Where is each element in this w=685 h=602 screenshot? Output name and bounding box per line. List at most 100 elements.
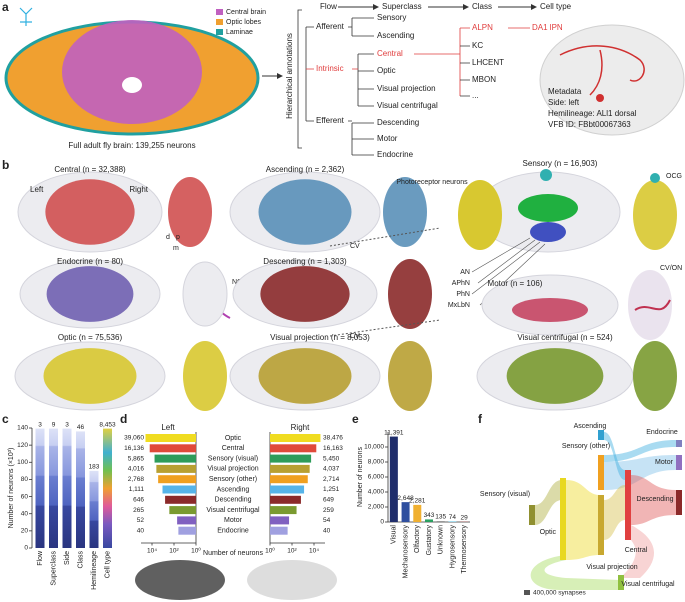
category-label: Sensory (visual): [208, 455, 258, 462]
central-neurons: [45, 179, 135, 245]
neuron: [559, 45, 645, 96]
superclass-label: Endocrine: [377, 150, 414, 159]
value-label: 649: [323, 497, 334, 504]
visual-centrifugal-side: [633, 341, 677, 411]
value-label: 2,648: [397, 495, 414, 502]
y-tick-label: 100: [17, 459, 28, 466]
bar: [76, 431, 85, 548]
visual-centrifugal-neurons: [506, 348, 604, 404]
node-label: Motor: [655, 459, 674, 466]
visual-projection-neurons: [258, 348, 352, 404]
flow-label: Intrinsic: [316, 64, 344, 73]
side-label: Right: [129, 185, 148, 194]
count-label: 3: [65, 421, 69, 428]
x-tick-label: 10⁴: [147, 548, 157, 555]
category-label: Descending: [215, 497, 252, 504]
central-side: [168, 177, 212, 247]
scale-label: 400,000 synapses: [533, 590, 587, 597]
photoreceptors: [458, 180, 502, 250]
panel-letter: c: [2, 412, 9, 426]
legend-label: Laminae: [226, 29, 253, 36]
metadata-line: Hemilineage: ALl1 dorsal: [548, 109, 637, 118]
sankey-node: [676, 440, 682, 447]
bar: [270, 434, 321, 442]
x-tick-label: Thermosensory: [461, 525, 468, 574]
sensory-side: [633, 180, 677, 250]
class-label: KC: [472, 41, 483, 50]
bar: [425, 519, 433, 522]
axis-label: p: [176, 234, 180, 241]
fly-icon: [19, 7, 33, 26]
metadata-line: Side: left: [548, 98, 580, 107]
value-label: 39,060: [124, 435, 144, 442]
node-label: Visual projection: [586, 564, 637, 571]
node-label: Endocrine: [646, 429, 678, 436]
x-tick-label: Hemilineage: [91, 551, 98, 590]
value-label: 5,865: [128, 455, 145, 462]
bar: [270, 454, 312, 463]
value-label: 2,714: [323, 476, 340, 483]
flow: [604, 455, 676, 490]
x-tick-label: Side: [64, 551, 71, 565]
class-label: LHCENT: [472, 58, 504, 67]
node-label: Ascending: [574, 423, 607, 430]
bar: [35, 428, 45, 548]
scale-swatch: [524, 590, 530, 595]
value-label: 74: [449, 514, 457, 521]
y-tick-label: 0: [24, 545, 28, 552]
sankey-node: [598, 430, 604, 440]
superclass-label: Optic: [377, 66, 396, 75]
ascending-neurons: [258, 179, 352, 245]
node-label: Optic: [540, 529, 557, 536]
node-label: Visual centrifugal: [621, 581, 675, 588]
neuron-group-title: Endocrine (n = 80): [57, 257, 123, 266]
panel-letter: a: [2, 0, 9, 14]
sankey-node: [676, 490, 682, 515]
bar: [145, 434, 196, 442]
y-axis-label: Number of neurons: [357, 447, 364, 507]
x-tick-label: 10²: [169, 548, 179, 555]
x-axis-label: Number of neurons: [203, 550, 263, 557]
sankey-node: [560, 478, 566, 560]
x-tick-label: 10²: [287, 548, 297, 555]
class-label: ...: [472, 91, 479, 100]
value-label: 1,111: [129, 486, 145, 493]
bar: [413, 504, 422, 522]
bar: [62, 428, 72, 548]
value-label: 646: [133, 497, 144, 504]
flow: [620, 525, 655, 578]
tree-lines: [460, 45, 470, 97]
count-label: 8,453: [99, 421, 116, 428]
value-label: 29: [461, 515, 469, 522]
bar: [270, 444, 317, 453]
value-label: 11,391: [384, 429, 404, 436]
cell-type-label: DA1 lPN: [532, 23, 563, 32]
neuron-group-title: Optic (n = 75,536): [58, 333, 123, 342]
bar: [389, 436, 398, 522]
x-tick-label: Class: [77, 551, 84, 569]
sankey-node: [598, 455, 604, 490]
x-tick-label: Unknown: [438, 525, 445, 554]
flow-label: Efferent: [316, 116, 345, 125]
y-tick-label: 4,000: [368, 489, 385, 496]
brain-grey: [539, 24, 685, 136]
value-label: 343: [424, 512, 435, 519]
y-tick-label: 20: [21, 528, 29, 535]
class-label: MBON: [472, 75, 496, 84]
ocg: [540, 169, 552, 181]
annotation: CV: [350, 243, 360, 250]
bar: [89, 470, 99, 548]
bar: [270, 506, 297, 515]
header: Cell type: [540, 2, 572, 11]
x-tick-label: 10⁰: [191, 547, 201, 555]
node-label: Descending: [637, 496, 674, 503]
nerve-label: APhN: [452, 280, 470, 287]
flow: [604, 432, 625, 480]
value-label: 38,476: [323, 435, 343, 442]
neuron-group-title: Ascending (n = 2,362): [266, 165, 345, 174]
visual-projection-side: [388, 341, 432, 411]
axis-label: m: [173, 245, 179, 252]
annotation: CV: [350, 333, 360, 340]
brain-hole: [122, 77, 142, 93]
value-label: 54: [323, 517, 331, 524]
